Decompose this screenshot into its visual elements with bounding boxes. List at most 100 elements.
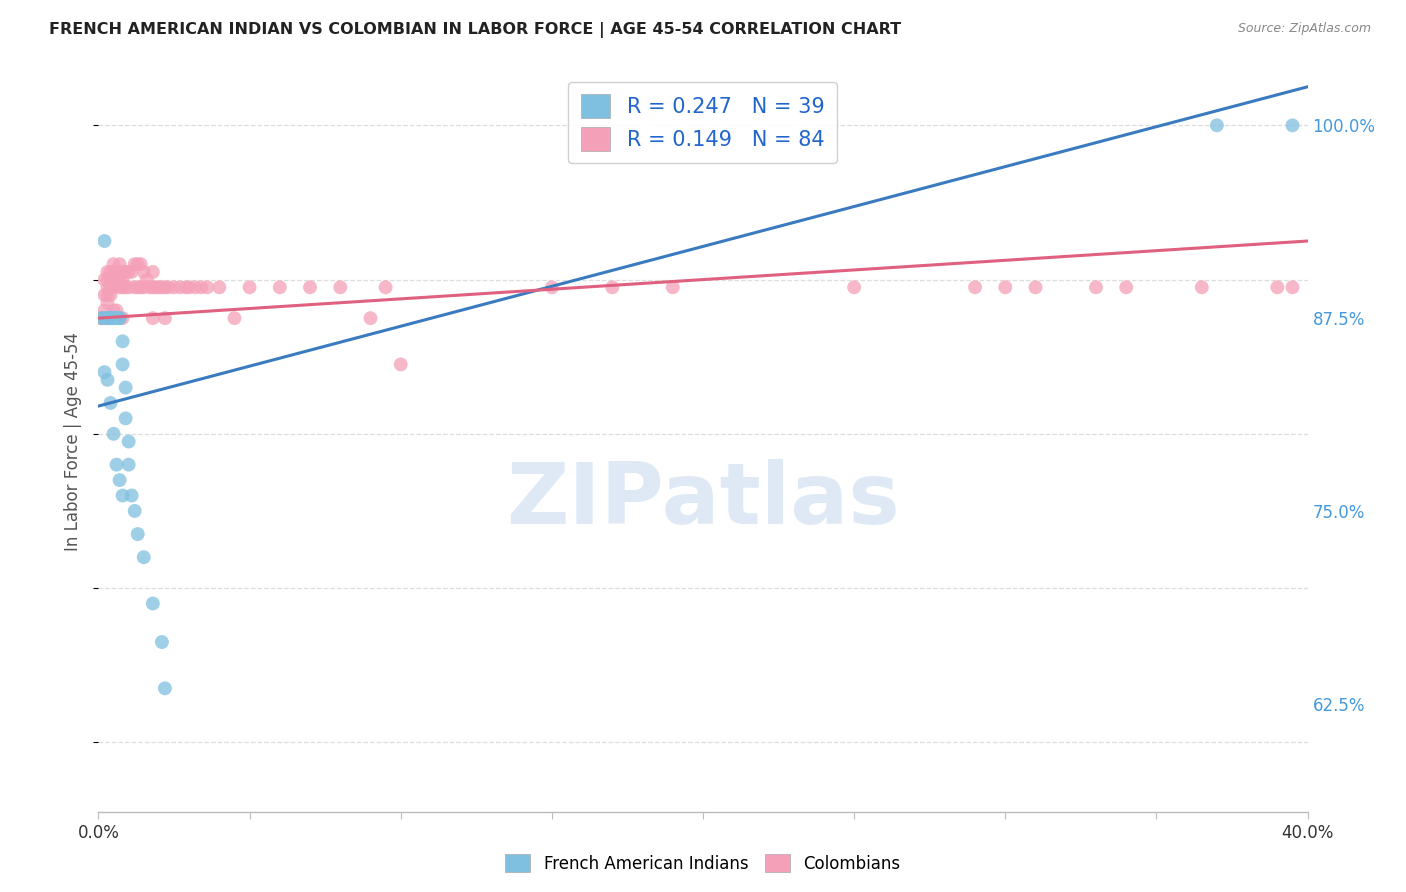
Point (103, 311, 125, 326)
Point (121, 265, 143, 279)
Point (111, 489, 134, 503)
Point (124, 280, 146, 294)
Text: FRENCH AMERICAN INDIAN VS COLOMBIAN IN LABOR FORCE | AGE 45-54 CORRELATION CHART: FRENCH AMERICAN INDIAN VS COLOMBIAN IN L… (49, 22, 901, 38)
Point (1206, 119, 1229, 133)
Point (111, 280, 134, 294)
Point (269, 280, 291, 294)
Point (100, 311, 122, 326)
Point (103, 311, 125, 326)
Point (195, 280, 218, 294)
Point (239, 280, 262, 294)
Point (96, 311, 118, 326)
Point (96, 311, 118, 326)
Point (105, 272, 128, 286)
Point (100, 272, 122, 286)
Point (90, 311, 112, 326)
Point (108, 257, 131, 271)
Point (96, 295, 118, 310)
Point (329, 280, 352, 294)
Point (142, 265, 165, 279)
Point (540, 280, 562, 294)
Point (108, 311, 131, 326)
Point (132, 265, 155, 279)
Point (103, 426, 125, 441)
Point (1024, 280, 1046, 294)
Point (1281, 119, 1303, 133)
Point (103, 257, 125, 271)
Y-axis label: In Labor Force | Age 45-54: In Labor Force | Age 45-54 (65, 332, 83, 551)
Point (96, 311, 118, 326)
Point (96, 265, 118, 279)
Point (103, 280, 125, 294)
Point (118, 458, 141, 472)
Point (108, 473, 131, 487)
Point (111, 272, 134, 286)
Point (360, 311, 382, 326)
Point (208, 280, 231, 294)
Point (965, 280, 987, 294)
Point (121, 489, 143, 503)
Point (139, 280, 162, 294)
Point (118, 434, 141, 449)
Point (602, 280, 624, 294)
Point (100, 265, 122, 279)
Point (124, 257, 146, 271)
Point (105, 265, 128, 279)
Point (129, 280, 152, 294)
Point (90, 311, 112, 326)
Point (93, 272, 115, 286)
Point (105, 311, 128, 326)
Point (1267, 280, 1289, 294)
Point (994, 280, 1017, 294)
Point (100, 311, 122, 326)
Point (96, 280, 118, 294)
Point (105, 311, 128, 326)
Point (132, 550, 155, 565)
Point (179, 280, 201, 294)
Point (118, 280, 141, 294)
Point (156, 280, 179, 294)
Point (93, 365, 115, 379)
Point (127, 527, 149, 541)
Point (153, 311, 176, 326)
Legend: French American Indians, Colombians: French American Indians, Colombians (499, 847, 907, 880)
Point (142, 597, 165, 611)
Point (150, 280, 173, 294)
Point (148, 280, 170, 294)
Point (100, 280, 122, 294)
Point (169, 280, 191, 294)
Point (114, 380, 136, 394)
Text: ZIPatlas: ZIPatlas (506, 459, 900, 542)
Point (103, 265, 125, 279)
Point (108, 272, 131, 286)
Point (135, 272, 157, 286)
Point (103, 311, 125, 326)
Point (118, 265, 141, 279)
Point (174, 280, 197, 294)
Point (96, 311, 118, 326)
Point (111, 265, 134, 279)
Point (96, 272, 118, 286)
Point (93, 311, 115, 326)
Point (142, 280, 165, 294)
Point (108, 311, 131, 326)
Point (1281, 280, 1303, 294)
Point (93, 288, 115, 302)
Point (142, 311, 165, 326)
Point (90, 311, 112, 326)
Point (374, 280, 396, 294)
Point (127, 257, 149, 271)
Point (93, 311, 115, 326)
Point (163, 280, 186, 294)
Point (108, 280, 131, 294)
Point (1191, 280, 1213, 294)
Point (1115, 280, 1137, 294)
Point (150, 635, 173, 649)
Point (90, 311, 112, 326)
Point (132, 280, 155, 294)
Point (93, 303, 115, 318)
Point (153, 280, 176, 294)
Text: Source: ZipAtlas.com: Source: ZipAtlas.com (1237, 22, 1371, 36)
Point (114, 411, 136, 425)
Point (100, 396, 122, 410)
